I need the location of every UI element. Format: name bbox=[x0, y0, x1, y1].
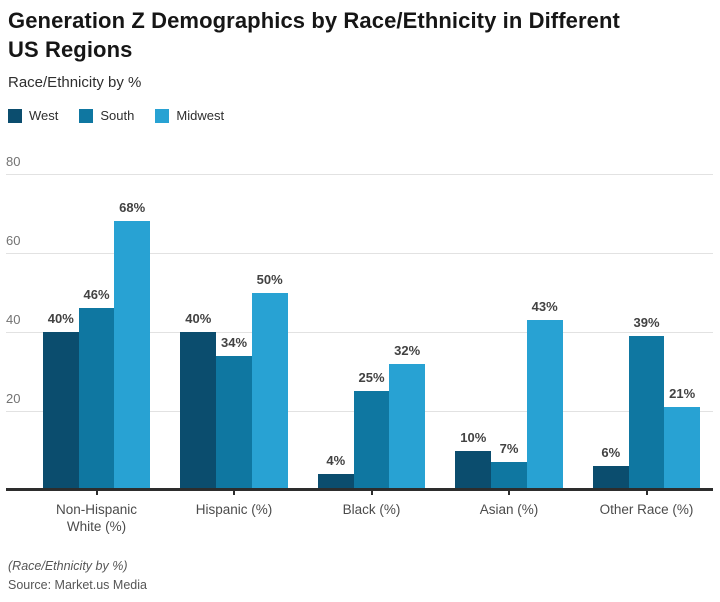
gridline-40 bbox=[6, 332, 713, 333]
bar-value-label: 21% bbox=[669, 386, 696, 402]
bar-west-non-hispanic-white bbox=[42, 332, 79, 490]
bar-midwest-non-hispanic-white bbox=[114, 221, 151, 490]
bar-south-non-hispanic-white bbox=[78, 308, 115, 490]
chart-title: Generation Z Demographics by Race/Ethnic… bbox=[8, 8, 620, 62]
bar-south-hispanic bbox=[216, 355, 252, 490]
bar-midwest-black bbox=[389, 363, 426, 490]
bar-west-black bbox=[317, 474, 354, 490]
bar-value-label: 10% bbox=[460, 429, 487, 445]
x-axis-label-non-hispanic-white: Non-Hispanic White (%) bbox=[55, 502, 138, 534]
gridline-60 bbox=[6, 253, 713, 254]
bar-value-label: 39% bbox=[633, 314, 660, 330]
bar-value-label: 4% bbox=[326, 453, 346, 469]
legend-item-west: West bbox=[8, 108, 58, 123]
legend-label: Midwest bbox=[176, 108, 225, 123]
x-axis-tick bbox=[370, 490, 373, 495]
bar-midwest-asian bbox=[526, 320, 563, 490]
bar-south-other-race bbox=[628, 335, 665, 490]
bar-west-asian bbox=[455, 450, 492, 490]
x-axis-label-hispanic: Hispanic (%) bbox=[195, 502, 273, 517]
bar-value-label: 7% bbox=[499, 441, 519, 457]
bar-west-hispanic bbox=[180, 332, 217, 490]
bar-midwest-hispanic bbox=[251, 292, 288, 490]
legend-label: South bbox=[100, 108, 135, 123]
bar-value-label: 40% bbox=[185, 311, 212, 326]
bar-west-other-race bbox=[592, 466, 629, 490]
x-axis-tick bbox=[645, 490, 648, 495]
bar-value-label: 46% bbox=[83, 287, 110, 303]
bar-value-label: 43% bbox=[531, 299, 558, 315]
bar-value-label: 34% bbox=[220, 334, 248, 350]
x-axis-tick bbox=[95, 490, 98, 495]
legend: West South Midwest bbox=[8, 108, 224, 123]
legend-label: West bbox=[29, 108, 59, 123]
legend-item-midwest: Midwest bbox=[155, 108, 224, 123]
bar-value-label: 6% bbox=[601, 445, 621, 461]
bar-south-black bbox=[353, 391, 390, 490]
bar-value-label: 40% bbox=[47, 311, 74, 326]
bar-value-label: 32% bbox=[394, 342, 421, 358]
x-axis-baseline bbox=[6, 488, 713, 491]
y-axis-label-60: 60 bbox=[6, 233, 21, 248]
x-axis-tick bbox=[508, 490, 510, 495]
bar-midwest-other-race bbox=[664, 407, 701, 490]
bar-value-label: 68% bbox=[119, 200, 146, 216]
bar-value-label: 50% bbox=[256, 271, 283, 287]
x-axis-label-black: Black (%) bbox=[342, 502, 401, 517]
legend-item-south: South bbox=[79, 108, 134, 123]
legend-swatch-midwest bbox=[155, 108, 170, 123]
y-axis-label-40: 40 bbox=[6, 312, 21, 327]
x-axis-label-asian: Asian (%) bbox=[479, 502, 539, 517]
y-axis-label-20: 20 bbox=[6, 391, 21, 406]
chart-footnote: (Race/Ethnicity by %) bbox=[8, 559, 128, 573]
legend-swatch-south bbox=[79, 108, 94, 123]
x-axis-label-other-race: Other Race (%) bbox=[599, 502, 694, 517]
source-credit: Source: Market.us Media bbox=[8, 578, 147, 592]
bar-value-label: 25% bbox=[358, 370, 385, 386]
gridline-80 bbox=[6, 174, 713, 175]
legend-swatch-west bbox=[8, 108, 22, 123]
chart-subtitle: Race/Ethnicity by % bbox=[8, 74, 142, 91]
y-axis-label-80: 80 bbox=[6, 154, 21, 169]
bar-south-asian bbox=[491, 462, 527, 490]
x-axis-tick bbox=[233, 490, 235, 495]
